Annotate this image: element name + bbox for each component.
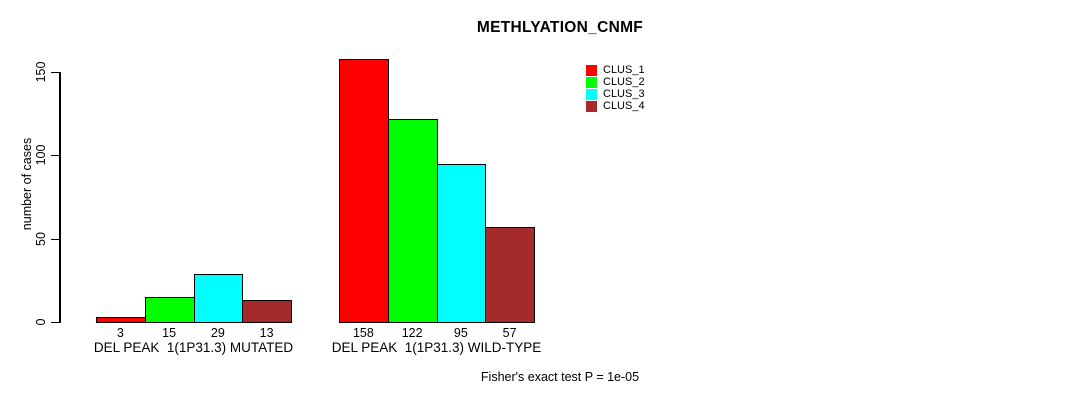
y-axis-tick-label-text: 100 bbox=[34, 144, 48, 166]
bar-value-label: 158 bbox=[352, 326, 374, 340]
legend-label: CLUS_1 bbox=[603, 64, 645, 76]
bar-value-label: 122 bbox=[401, 326, 423, 340]
legend-label: CLUS_3 bbox=[603, 88, 645, 100]
bar-clus_3 bbox=[436, 163, 487, 323]
fisher-test-footnote: Fisher's exact test P = 1e-05 bbox=[480, 370, 640, 384]
bar-value-label: 95 bbox=[453, 326, 468, 340]
y-axis-tick-label-text: 50 bbox=[34, 231, 48, 246]
bar-value-label: 15 bbox=[162, 326, 177, 340]
bar-value-label: 57 bbox=[502, 326, 517, 340]
chart-title: METHLYATION_CNMF bbox=[476, 19, 644, 36]
y-axis-title-text: number of cases bbox=[20, 137, 34, 231]
y-axis-tick-label-text: 150 bbox=[34, 61, 48, 83]
legend-item: CLUS_2 bbox=[586, 76, 645, 88]
legend-swatch bbox=[586, 100, 597, 112]
group-label: DEL PEAK 1(1P31.3) MUTATED bbox=[93, 340, 294, 355]
bar-clus_2 bbox=[387, 118, 438, 323]
bar-clus_2 bbox=[144, 297, 195, 323]
legend-swatch bbox=[586, 88, 597, 100]
y-axis-tick-label-text: 0 bbox=[34, 318, 48, 326]
bar-value-label: 29 bbox=[210, 326, 225, 340]
bar-value-label: 13 bbox=[259, 326, 274, 340]
legend-item: CLUS_3 bbox=[586, 88, 645, 100]
legend: CLUS_1 CLUS_2 CLUS_3 CLUS_4 bbox=[586, 64, 645, 112]
legend-item: CLUS_1 bbox=[586, 64, 645, 76]
bar-clus_3 bbox=[193, 273, 244, 323]
bar-clus_4 bbox=[485, 227, 535, 323]
legend-swatch bbox=[586, 76, 597, 88]
bar-value-label: 3 bbox=[116, 326, 124, 340]
y-axis-tick bbox=[51, 322, 59, 323]
y-axis-line bbox=[59, 72, 61, 323]
bar-clus_4 bbox=[242, 300, 292, 323]
y-axis-tick bbox=[51, 155, 59, 157]
bar-clus_1 bbox=[96, 317, 146, 323]
y-axis-tick bbox=[51, 72, 59, 73]
legend-label: CLUS_2 bbox=[603, 76, 645, 88]
legend-label: CLUS_4 bbox=[603, 100, 645, 112]
y-axis-tick bbox=[51, 238, 59, 240]
legend-swatch bbox=[586, 64, 597, 76]
group-label: DEL PEAK 1(1P31.3) WILD-TYPE bbox=[331, 340, 542, 355]
bar-clus_1 bbox=[339, 58, 389, 323]
legend-item: CLUS_4 bbox=[586, 100, 645, 112]
